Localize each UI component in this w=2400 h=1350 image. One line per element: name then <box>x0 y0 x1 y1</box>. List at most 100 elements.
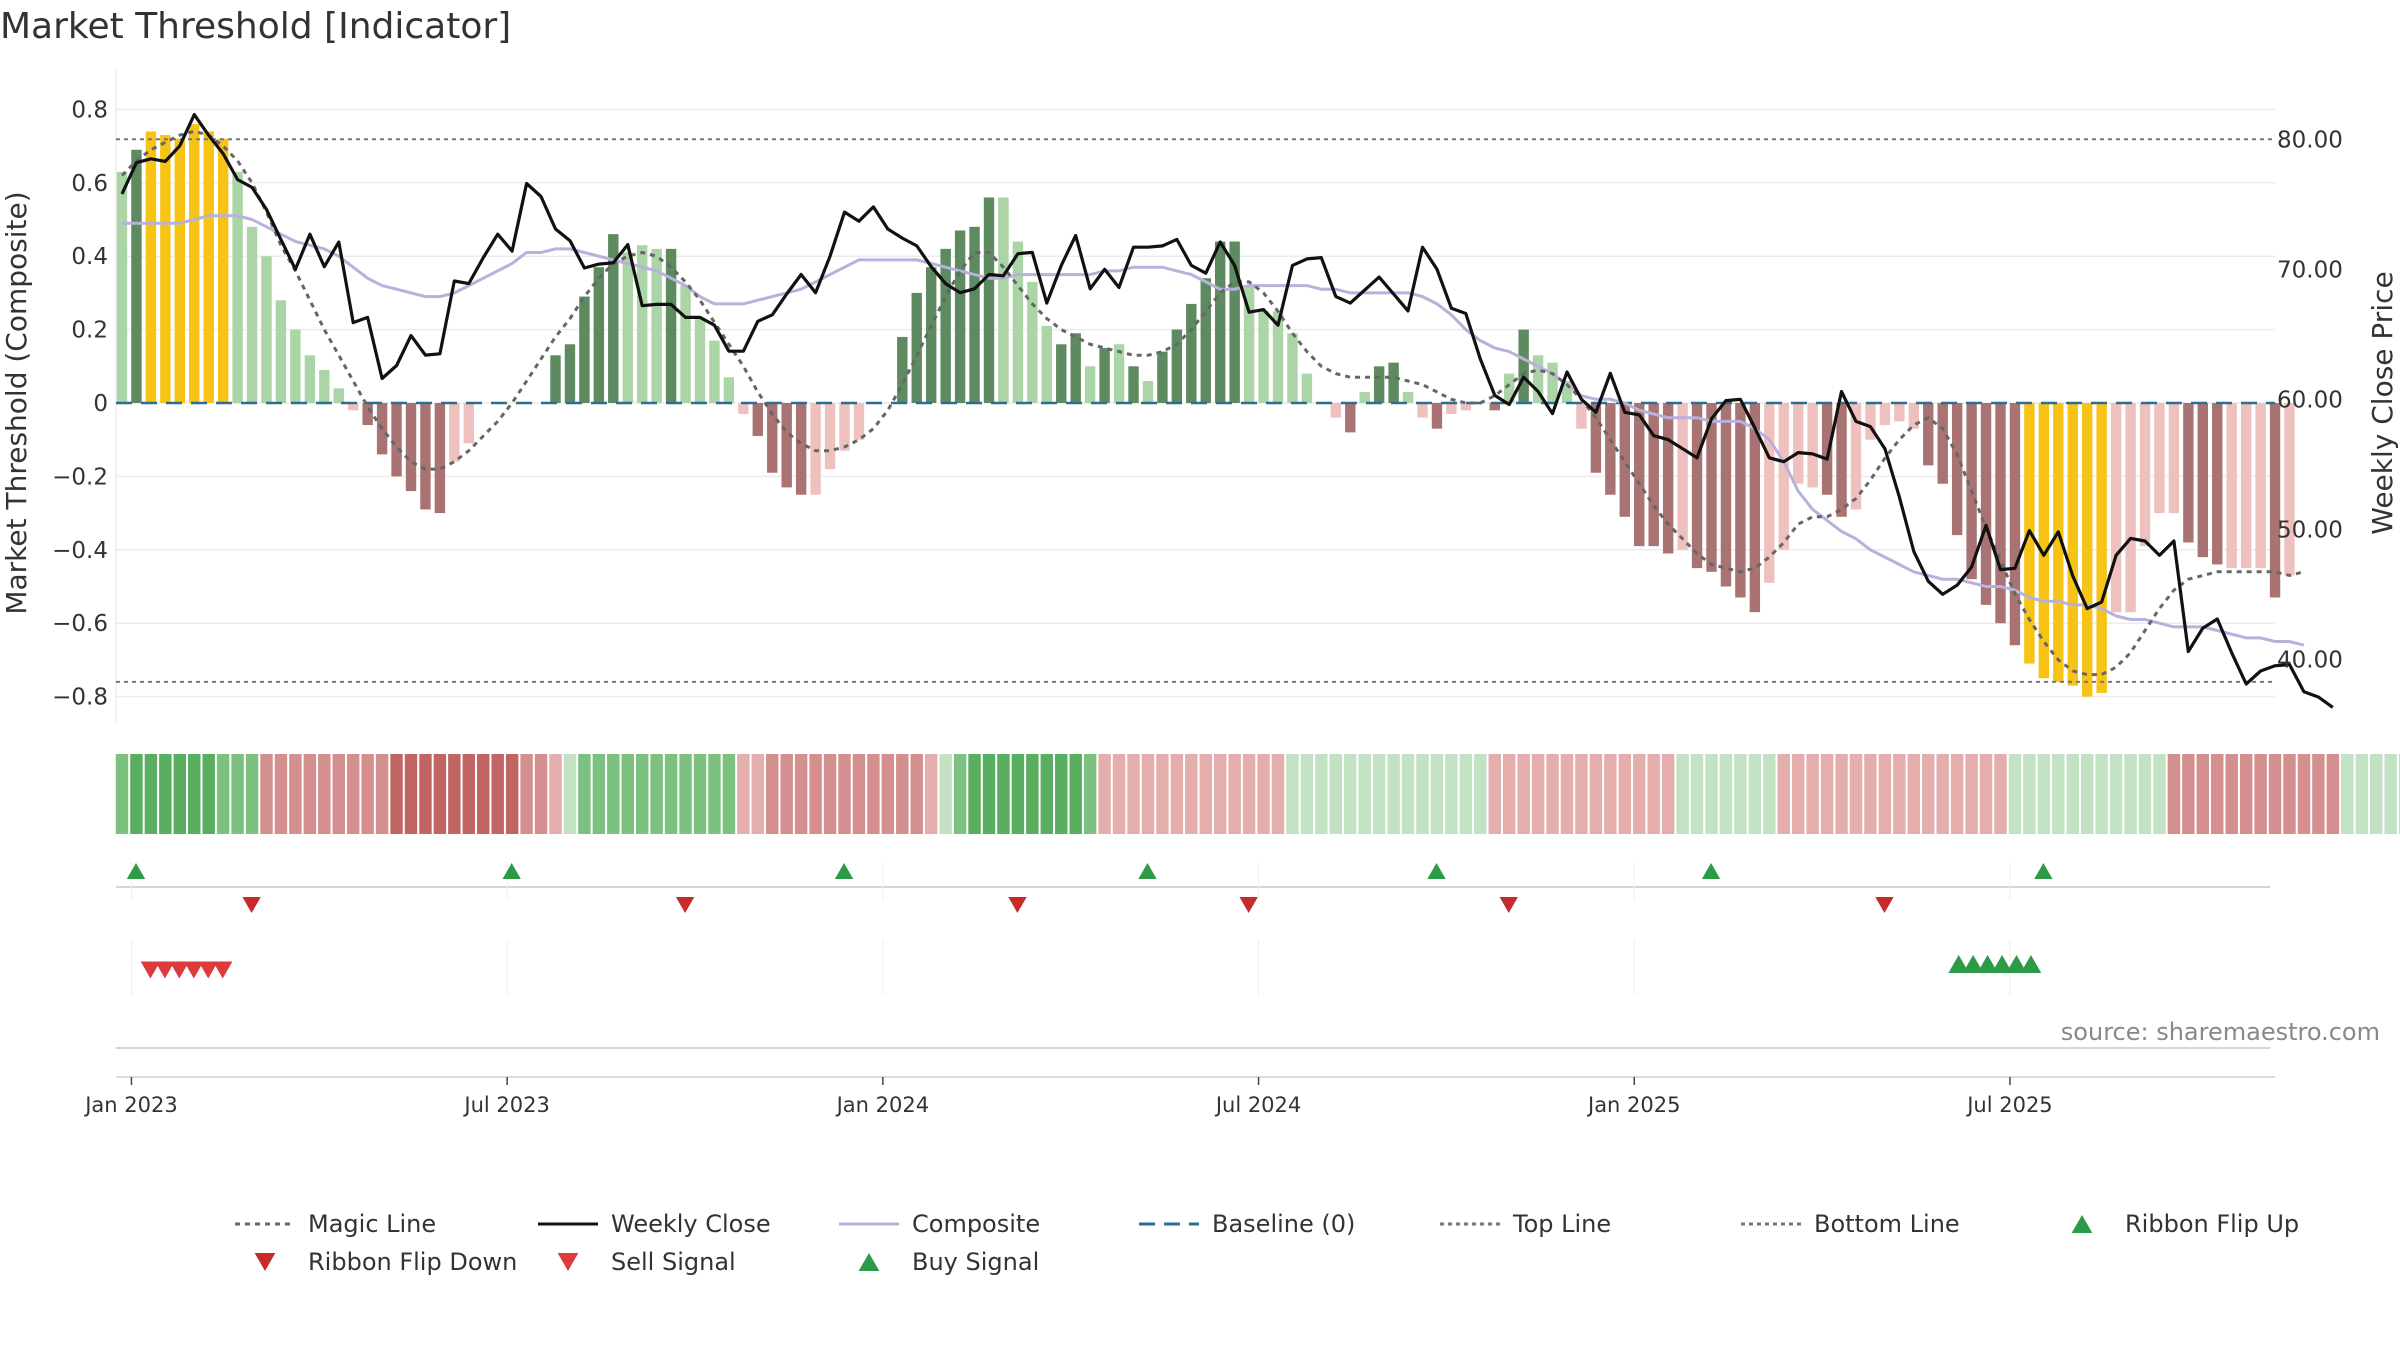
composite-bar <box>1446 403 1457 415</box>
ribbon-cell <box>1228 754 1241 834</box>
composite-bar <box>1735 403 1746 598</box>
weekly-close-line <box>120 113 2334 709</box>
ribbon-cell <box>910 754 923 834</box>
ribbon-cell <box>2297 754 2311 834</box>
ribbon-cell <box>1618 754 1632 834</box>
composite-bar <box>1792 403 1804 484</box>
ribbon-cell <box>997 754 1010 834</box>
ribbon-cell <box>982 754 996 834</box>
ribbon-flip-down-marker <box>1239 897 1258 913</box>
composite-bar <box>1576 403 1587 429</box>
ribbon-cell <box>375 754 389 834</box>
sell-signal-marker <box>184 961 204 979</box>
ribbon-cell <box>534 754 548 834</box>
ribbon-cell <box>1893 754 1906 834</box>
composite-bar <box>391 403 402 477</box>
left-axis: 0.8 0.6 0.4 0.2 0 −0.2 −0.4 −0.6 −0.8 <box>52 97 108 710</box>
ribbon-cell <box>2283 754 2296 834</box>
ribbon-cell <box>1445 754 1458 834</box>
ribbon-cell <box>2268 754 2282 834</box>
ribbon-cell <box>520 754 533 834</box>
ribbon-flip-down-marker <box>1008 897 1027 913</box>
ribbon-cell <box>650 754 663 834</box>
composite-bar <box>420 403 431 510</box>
chart-title: Market Threshold [Indicator] <box>0 6 511 47</box>
composite-bar <box>969 226 980 403</box>
trend-ribbon <box>115 754 2400 834</box>
composite-bar <box>1214 241 1226 403</box>
composite-bar <box>275 300 287 403</box>
ribbon-cell <box>737 754 750 834</box>
ribbon-cell <box>1300 754 1314 834</box>
ribbon-cell <box>1589 754 1603 834</box>
composite-bar <box>2067 403 2078 686</box>
left-tick-label: 0.2 <box>71 318 108 344</box>
ribbon-cell <box>1546 754 1559 834</box>
ribbon-cell <box>1271 754 1285 834</box>
ribbon-cell <box>1156 754 1169 834</box>
right-tick-label: 40.00 <box>2277 647 2343 673</box>
composite-bar <box>1142 380 1154 403</box>
composite-bar <box>1070 333 1081 403</box>
composite-bar <box>1027 281 1038 403</box>
ribbon-cell <box>1199 754 1212 834</box>
x-tick-label: Jul 2023 <box>462 1093 549 1117</box>
legend-up-marker <box>2071 1215 2093 1233</box>
ribbon-cell <box>1777 754 1790 834</box>
left-tick-label: 0.8 <box>71 97 108 123</box>
ribbon-cell <box>578 754 591 834</box>
composite-bar <box>2110 403 2122 613</box>
composite-bar <box>911 292 922 403</box>
ribbon-cell <box>1185 754 1198 834</box>
composite-bar <box>1619 403 1631 517</box>
composite-bar <box>1041 325 1053 403</box>
ribbon-cell <box>2196 754 2210 834</box>
composite-bar <box>2197 403 2209 558</box>
x-tick-label: Jan 2024 <box>835 1093 930 1117</box>
ribbon-cell <box>303 754 317 834</box>
composite-bar <box>2125 403 2136 613</box>
legend-label: Buy Signal <box>912 1248 1039 1276</box>
source-credit: source: sharemaestro.com <box>2061 1018 2380 1046</box>
ribbon-cell <box>881 754 895 834</box>
composite-bar <box>636 245 648 403</box>
series-lines <box>120 113 2334 709</box>
composite-bar <box>2053 403 2064 682</box>
composite-bar <box>1186 303 1197 403</box>
composite-bar <box>1200 278 1211 403</box>
legend-label: Ribbon Flip Up <box>2125 1210 2299 1238</box>
composite-bar <box>1937 403 1948 484</box>
sell-signal-marker <box>212 961 233 979</box>
ribbon-flip-up-marker <box>2034 863 2053 879</box>
legend-down-marker <box>254 1253 276 1271</box>
composite-bar <box>2240 403 2252 569</box>
composite-bar <box>824 403 836 470</box>
ribbon-cell <box>1141 754 1155 834</box>
ribbon-cell <box>2254 754 2267 834</box>
composite-bar <box>1345 403 1356 433</box>
ribbon-cell <box>1734 754 1747 834</box>
composite-bar <box>2081 403 2093 697</box>
composite-bar <box>1460 403 1472 411</box>
composite-bar <box>709 340 720 403</box>
buy-signal-marker <box>1991 955 2013 973</box>
composite-bar <box>550 355 561 403</box>
ribbon-cell <box>231 754 244 834</box>
ribbon-cell <box>722 754 736 834</box>
x-tick-label: Jan 2025 <box>1586 1093 1681 1117</box>
ribbon-cell <box>390 754 403 834</box>
ribbon-cell <box>1358 754 1371 834</box>
composite-bar <box>1634 403 1645 547</box>
composite-bar <box>998 197 1009 403</box>
composite-bar <box>2168 403 2180 514</box>
composite-bar <box>1489 403 1500 411</box>
composite-bar <box>2038 403 2050 679</box>
ribbon-cell <box>1994 754 2007 834</box>
ribbon-cell <box>1083 754 1097 834</box>
composite-bar <box>954 230 966 403</box>
x-tick-label: Jul 2024 <box>1214 1093 1301 1117</box>
ribbon-cell <box>953 754 967 834</box>
ribbon-cell <box>1633 754 1646 834</box>
composite-bar <box>1980 403 1992 605</box>
composite-bar <box>434 403 446 514</box>
